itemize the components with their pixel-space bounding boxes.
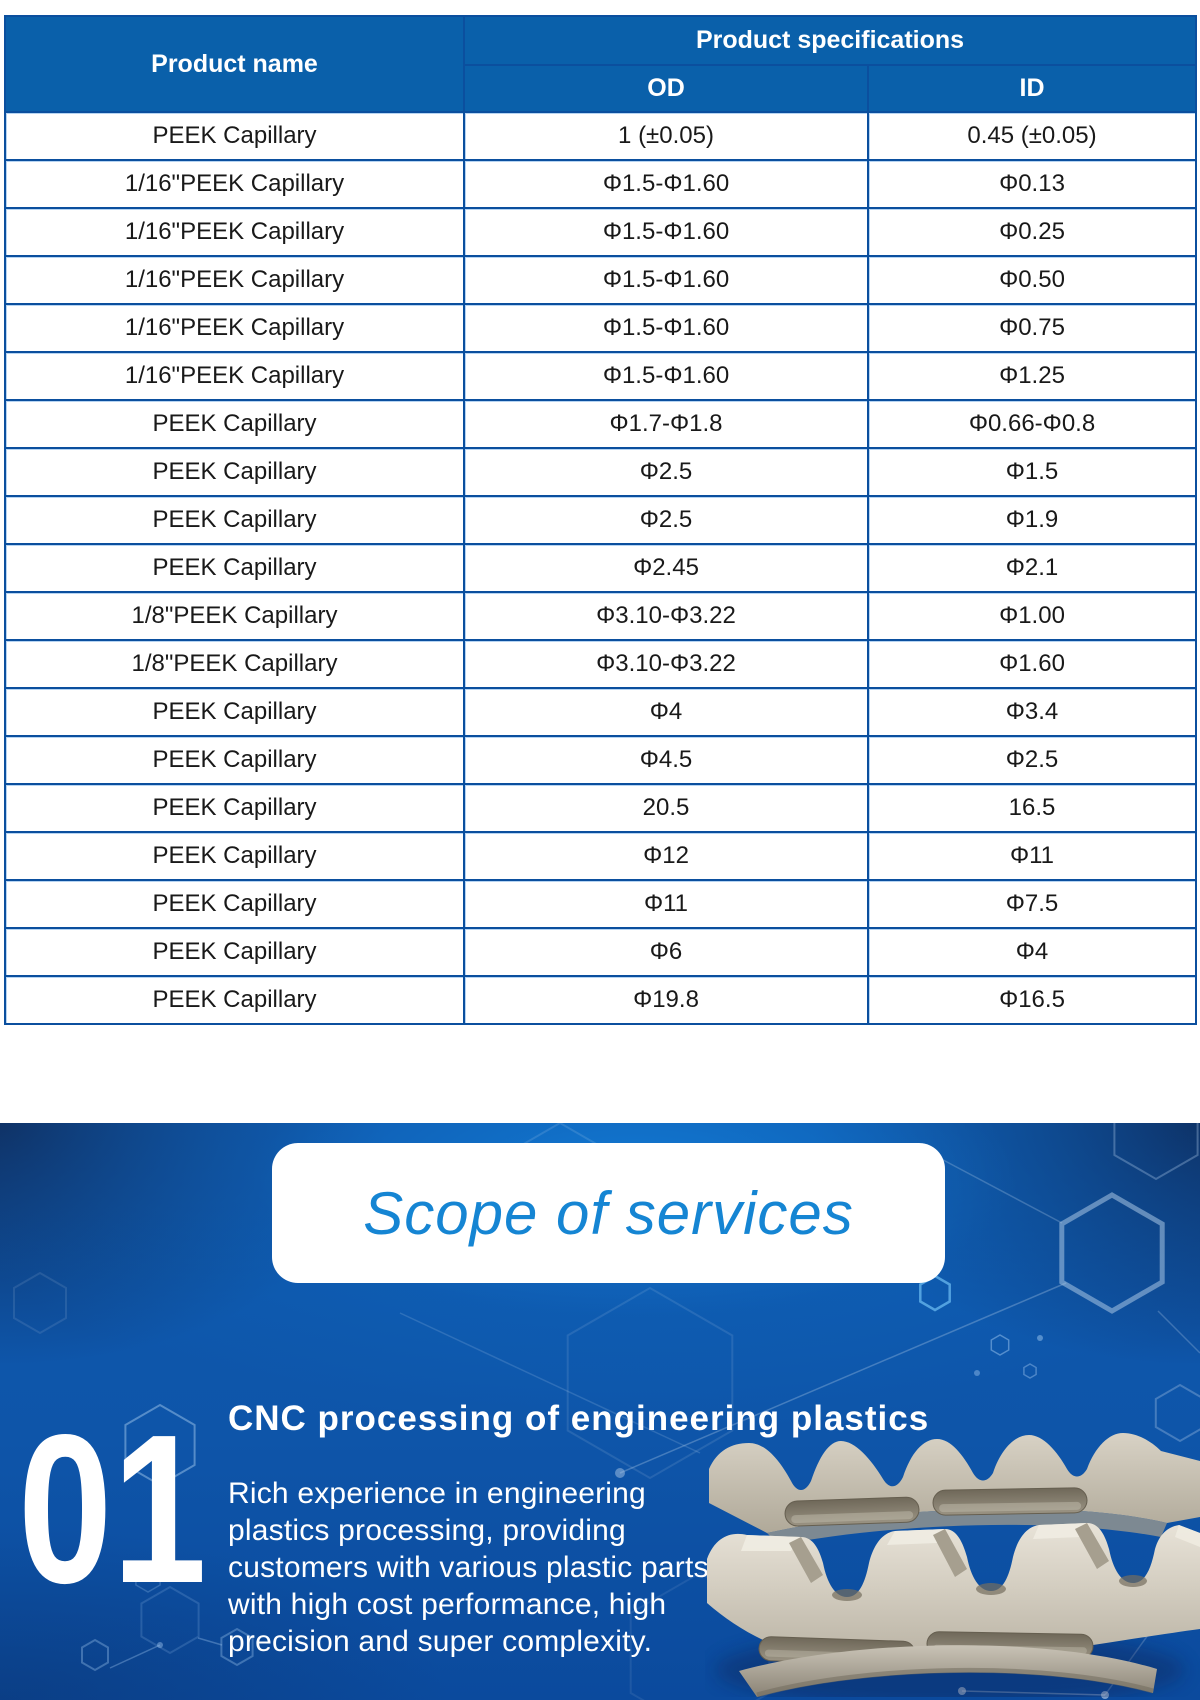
id-cell: Φ4 [867, 927, 1197, 977]
product-name-cell: 1/8"PEEK Capillary [4, 639, 465, 689]
table-row: 1/16"PEEK Capillary Φ1.5-Φ1.60 Φ0.75 [4, 303, 1197, 353]
product-name-cell: 1/16"PEEK Capillary [4, 159, 465, 209]
table-row: PEEK Capillary Φ11 Φ7.5 [4, 879, 1197, 929]
id-cell: Φ7.5 [867, 879, 1197, 929]
service-item-description: Rich experience in engineering plastics … [228, 1477, 709, 1658]
table-row: PEEK Capillary Φ12 Φ11 [4, 831, 1197, 881]
table-row: 1/16"PEEK Capillary Φ1.5-Φ1.60 Φ0.13 [4, 159, 1197, 209]
product-name-cell: 1/8"PEEK Capillary [4, 591, 465, 641]
id-cell: Φ2.1 [867, 543, 1197, 593]
col-header-id: ID [867, 64, 1197, 113]
od-cell: 1 (±0.05) [463, 111, 869, 161]
id-cell: 0.45 (±0.05) [867, 111, 1197, 161]
table-row: PEEK Capillary Φ2.5 Φ1.5 [4, 447, 1197, 497]
table-row: 1/8"PEEK Capillary Φ3.10-Φ3.22 Φ1.00 [4, 591, 1197, 641]
product-name-cell: PEEK Capillary [4, 831, 465, 881]
table-row: 1/16"PEEK Capillary Φ1.5-Φ1.60 Φ0.50 [4, 255, 1197, 305]
table-row: PEEK Capillary Φ6 Φ4 [4, 927, 1197, 977]
table-row: 1/8"PEEK Capillary Φ3.10-Φ3.22 Φ1.60 [4, 639, 1197, 689]
id-cell: Φ3.4 [867, 687, 1197, 737]
id-cell: Φ0.25 [867, 207, 1197, 257]
od-cell: Φ1.5-Φ1.60 [463, 207, 869, 257]
od-cell: 20.5 [463, 783, 869, 833]
od-cell: Φ1.5-Φ1.60 [463, 159, 869, 209]
table-row: PEEK Capillary Φ1.7-Φ1.8 Φ0.66-Φ0.8 [4, 399, 1197, 449]
od-cell: Φ1.5-Φ1.60 [463, 303, 869, 353]
id-cell: Φ0.75 [867, 303, 1197, 353]
id-cell: Φ16.5 [867, 975, 1197, 1025]
product-name-cell: PEEK Capillary [4, 687, 465, 737]
od-cell: Φ3.10-Φ3.22 [463, 639, 869, 689]
section-title: Scope of services [363, 1179, 854, 1247]
machined-part-image [707, 1433, 1200, 1697]
id-cell: Φ1.00 [867, 591, 1197, 641]
table-row: PEEK Capillary Φ2.5 Φ1.9 [4, 495, 1197, 545]
od-cell: Φ11 [463, 879, 869, 929]
product-name-cell: PEEK Capillary [4, 399, 465, 449]
table-row: PEEK Capillary Φ4 Φ3.4 [4, 687, 1197, 737]
product-name-cell: PEEK Capillary [4, 447, 465, 497]
od-cell: Φ2.5 [463, 447, 869, 497]
table-row: PEEK Capillary Φ4.5 Φ2.5 [4, 735, 1197, 785]
service-item-title: CNC processing of engineering plastics [228, 1399, 930, 1438]
product-name-cell: PEEK Capillary [4, 927, 465, 977]
id-cell: Φ11 [867, 831, 1197, 881]
id-cell: Φ1.9 [867, 495, 1197, 545]
od-cell: Φ1.5-Φ1.60 [463, 255, 869, 305]
col-header-product-name: Product name [4, 15, 465, 113]
od-cell: Φ2.45 [463, 543, 869, 593]
od-cell: Φ19.8 [463, 975, 869, 1025]
col-header-od: OD [463, 64, 869, 113]
od-cell: Φ2.5 [463, 495, 869, 545]
id-cell: 16.5 [867, 783, 1197, 833]
id-cell: Φ1.5 [867, 447, 1197, 497]
product-name-cell: 1/16"PEEK Capillary [4, 303, 465, 353]
table-row: 1/16"PEEK Capillary Φ1.5-Φ1.60 Φ1.25 [4, 351, 1197, 401]
id-cell: Φ1.60 [867, 639, 1197, 689]
product-name-cell: PEEK Capillary [4, 735, 465, 785]
table-row: PEEK Capillary Φ19.8 Φ16.5 [4, 975, 1197, 1025]
product-name-cell: PEEK Capillary [4, 783, 465, 833]
table-row: PEEK Capillary 20.5 16.5 [4, 783, 1197, 833]
table-row: PEEK Capillary 1 (±0.05) 0.45 (±0.05) [4, 111, 1197, 161]
product-name-cell: PEEK Capillary [4, 879, 465, 929]
od-cell: Φ12 [463, 831, 869, 881]
product-name-cell: 1/16"PEEK Capillary [4, 255, 465, 305]
product-name-cell: PEEK Capillary [4, 975, 465, 1025]
id-cell: Φ0.13 [867, 159, 1197, 209]
id-cell: Φ0.50 [867, 255, 1197, 305]
product-name-cell: 1/16"PEEK Capillary [4, 207, 465, 257]
product-name-cell: PEEK Capillary [4, 495, 465, 545]
scope-of-services-section: Scope of services 01 CNC processing of e… [0, 1123, 1200, 1700]
id-cell: Φ1.25 [867, 351, 1197, 401]
table-row: PEEK Capillary Φ2.45 Φ2.1 [4, 543, 1197, 593]
od-cell: Φ3.10-Φ3.22 [463, 591, 869, 641]
product-name-cell: 1/16"PEEK Capillary [4, 351, 465, 401]
od-cell: Φ4 [463, 687, 869, 737]
od-cell: Φ4.5 [463, 735, 869, 785]
section-title-banner: Scope of services [272, 1143, 945, 1283]
product-name-cell: PEEK Capillary [4, 111, 465, 161]
od-cell: Φ6 [463, 927, 869, 977]
service-item-number: 01 [18, 1390, 207, 1627]
id-cell: Φ2.5 [867, 735, 1197, 785]
od-cell: Φ1.7-Φ1.8 [463, 399, 869, 449]
product-spec-table: Product name Product specifications OD I… [4, 15, 1197, 1025]
id-cell: Φ0.66-Φ0.8 [867, 399, 1197, 449]
product-name-cell: PEEK Capillary [4, 543, 465, 593]
col-header-product-specifications: Product specifications [463, 15, 1197, 66]
od-cell: Φ1.5-Φ1.60 [463, 351, 869, 401]
table-row: 1/16"PEEK Capillary Φ1.5-Φ1.60 Φ0.25 [4, 207, 1197, 257]
